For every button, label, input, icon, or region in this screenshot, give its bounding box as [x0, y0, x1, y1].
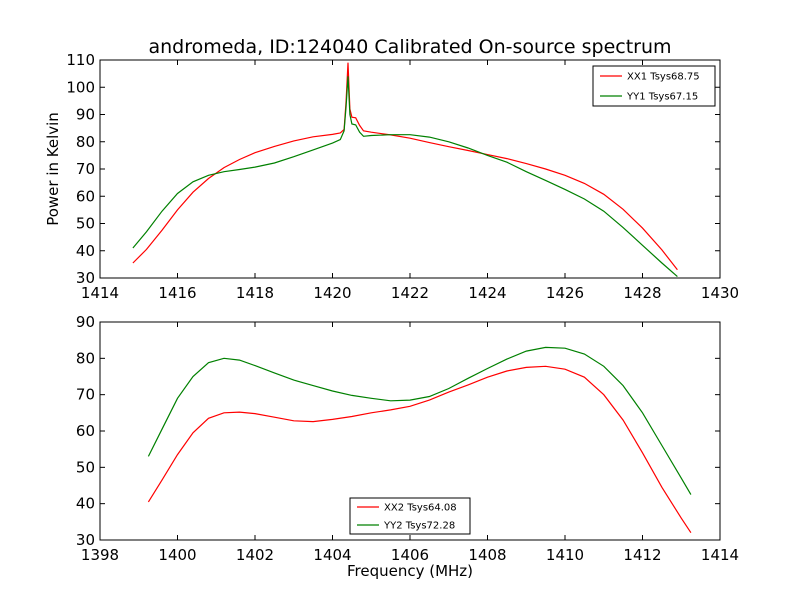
legend-entry: XX2 Tsys64.08	[384, 503, 457, 514]
x-tick-label: 1398	[81, 546, 119, 564]
y-tick-label: 60	[76, 187, 95, 205]
y-tick-label: 40	[76, 242, 95, 260]
chart-title: andromeda, ID:124040 Calibrated On-sourc…	[148, 36, 671, 58]
x-tick-label: 1426	[546, 284, 584, 302]
y-tick-label: 80	[76, 349, 95, 367]
x-tick-label: 1404	[313, 546, 351, 564]
y-tick-label: 30	[76, 269, 95, 287]
y-tick-label: 90	[76, 313, 95, 331]
x-tick-label: 1428	[623, 284, 661, 302]
x-tick-label: 1430	[701, 284, 739, 302]
legend: XX1 Tsys68.75 YY1 Tsys67.15	[592, 65, 716, 107]
x-tick-label: 1422	[391, 284, 429, 302]
y-tick-label: 110	[66, 51, 95, 69]
y-tick-label: 30	[76, 531, 95, 549]
y-tick-label: 50	[76, 458, 95, 476]
x-tick-label: 1406	[391, 546, 429, 564]
legend-box	[592, 65, 716, 107]
x-tick-label: 1424	[468, 284, 506, 302]
legend-entry: XX1 Tsys68.75	[627, 72, 700, 83]
x-tick-label: 1412	[623, 546, 661, 564]
x-tick-label: 1414	[701, 546, 739, 564]
y-tick-label: 90	[76, 106, 95, 124]
y-axis-label: Power in Kelvin	[44, 112, 62, 226]
y-tick-label: 80	[76, 133, 95, 151]
legend-box	[349, 497, 471, 535]
series-line-2-2	[147, 346, 692, 495]
y-tick-label: 70	[76, 386, 95, 404]
bottom-panel: 1398 1400 1402 1404 1406 1408 1410 1412 1414 30 40…	[76, 313, 739, 564]
series-line-1-1	[132, 62, 678, 271]
x-tick-label: 1420	[313, 284, 351, 302]
x-tick-label: 1416	[158, 284, 196, 302]
x-tick-label: 1414	[81, 284, 119, 302]
series-line-1-2	[132, 76, 678, 278]
x-axis-label: Frequency (MHz)	[347, 562, 473, 580]
top-panel: 1414 1416 1418 1420 1422 1424 1426 1428 1430 30 40…	[66, 51, 739, 302]
series-line-2-1	[147, 365, 692, 534]
x-tick-label: 1408	[468, 546, 506, 564]
legend: XX2 Tsys64.08 YY2 Tsys72.28	[349, 497, 471, 535]
y-tick-label: 40	[76, 495, 95, 513]
legend-entry: YY2 Tsys72.28	[383, 521, 455, 532]
y-tick-label: 100	[66, 78, 95, 96]
x-tick-label: 1400	[158, 546, 196, 564]
y-tick-label: 70	[76, 160, 95, 178]
x-tick-label: 1418	[236, 284, 274, 302]
y-tick-label: 50	[76, 215, 95, 233]
y-tick-label: 60	[76, 422, 95, 440]
x-tick-label: 1402	[236, 546, 274, 564]
x-tick-label: 1410	[546, 546, 584, 564]
legend-entry: YY1 Tsys67.15	[626, 92, 698, 103]
